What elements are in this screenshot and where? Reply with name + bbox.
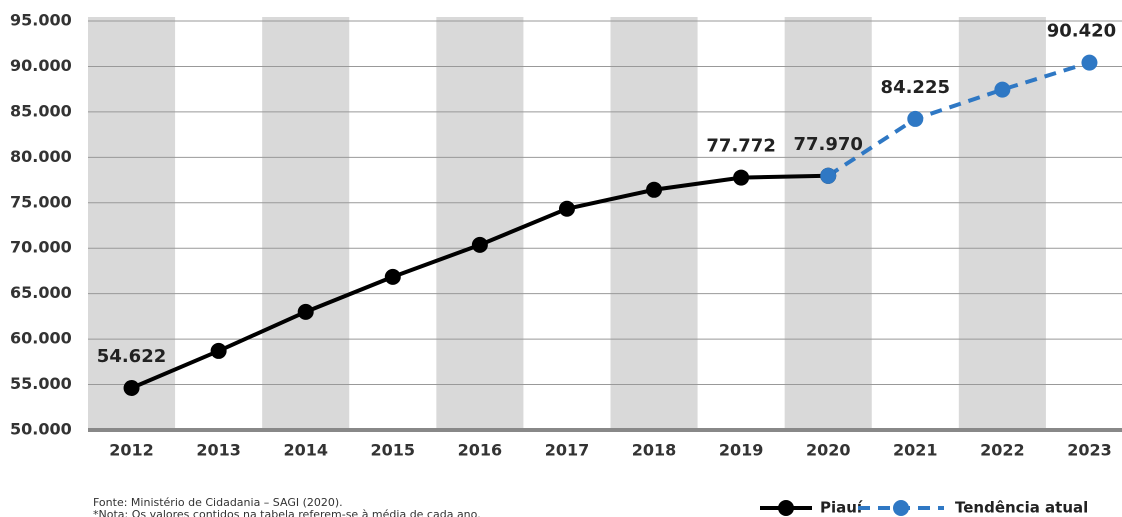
x-tick-label: 2017 <box>545 441 590 460</box>
point <box>733 169 750 186</box>
x-tick-label: 2013 <box>196 441 241 460</box>
point <box>646 181 663 198</box>
point <box>384 268 401 285</box>
x-tick-label: 2021 <box>893 441 938 460</box>
y-tick-label: 75.000 <box>10 192 72 211</box>
x-tick-label: 2016 <box>458 441 503 460</box>
point <box>1081 54 1098 71</box>
legend-dot <box>778 500 794 516</box>
point <box>471 236 488 253</box>
band <box>436 17 524 430</box>
point <box>907 110 924 127</box>
point <box>820 167 837 184</box>
x-tick-label: 2018 <box>632 441 677 460</box>
value-label: 77.970 <box>793 134 862 155</box>
point <box>123 379 140 396</box>
band <box>610 17 698 430</box>
y-tick-label: 60.000 <box>10 329 72 348</box>
x-tick-label: 2023 <box>1067 441 1112 460</box>
note: *Nota: Os valores contidos na tabela ref… <box>93 508 481 517</box>
point <box>558 200 575 217</box>
y-tick-label: 65.000 <box>10 283 72 302</box>
band <box>262 17 350 430</box>
y-tick-label: 70.000 <box>10 238 72 257</box>
y-tick-label: 85.000 <box>10 101 72 120</box>
y-tick-label: 50.000 <box>10 420 72 439</box>
series-line <box>827 60 1091 178</box>
y-tick-label: 95.000 <box>10 11 72 30</box>
x-tick-label: 2019 <box>719 441 764 460</box>
x-tick-label: 2022 <box>980 441 1025 460</box>
y-tick-label: 90.000 <box>10 56 72 75</box>
legend-label: Piauí <box>820 499 863 517</box>
value-label: 90.420 <box>1047 21 1116 42</box>
point <box>297 303 314 320</box>
x-tick-label: 2020 <box>806 441 851 460</box>
band <box>784 17 872 430</box>
point <box>210 342 227 359</box>
y-tick-label: 80.000 <box>10 147 72 166</box>
value-label: 77.772 <box>706 136 775 157</box>
x-tick-label: 2012 <box>109 441 154 460</box>
value-label: 84.225 <box>881 77 950 98</box>
legend-label: Tendência atual <box>955 499 1088 517</box>
x-tick-label: 2015 <box>371 441 416 460</box>
point <box>994 81 1011 98</box>
band <box>88 17 176 430</box>
x-tick-label: 2014 <box>283 441 328 460</box>
note: Fonte: Ministério de Cidadania – SAGI (2… <box>93 496 343 509</box>
y-tick-label: 55.000 <box>10 374 72 393</box>
legend-dot <box>893 500 909 516</box>
value-label: 54.622 <box>97 346 166 367</box>
